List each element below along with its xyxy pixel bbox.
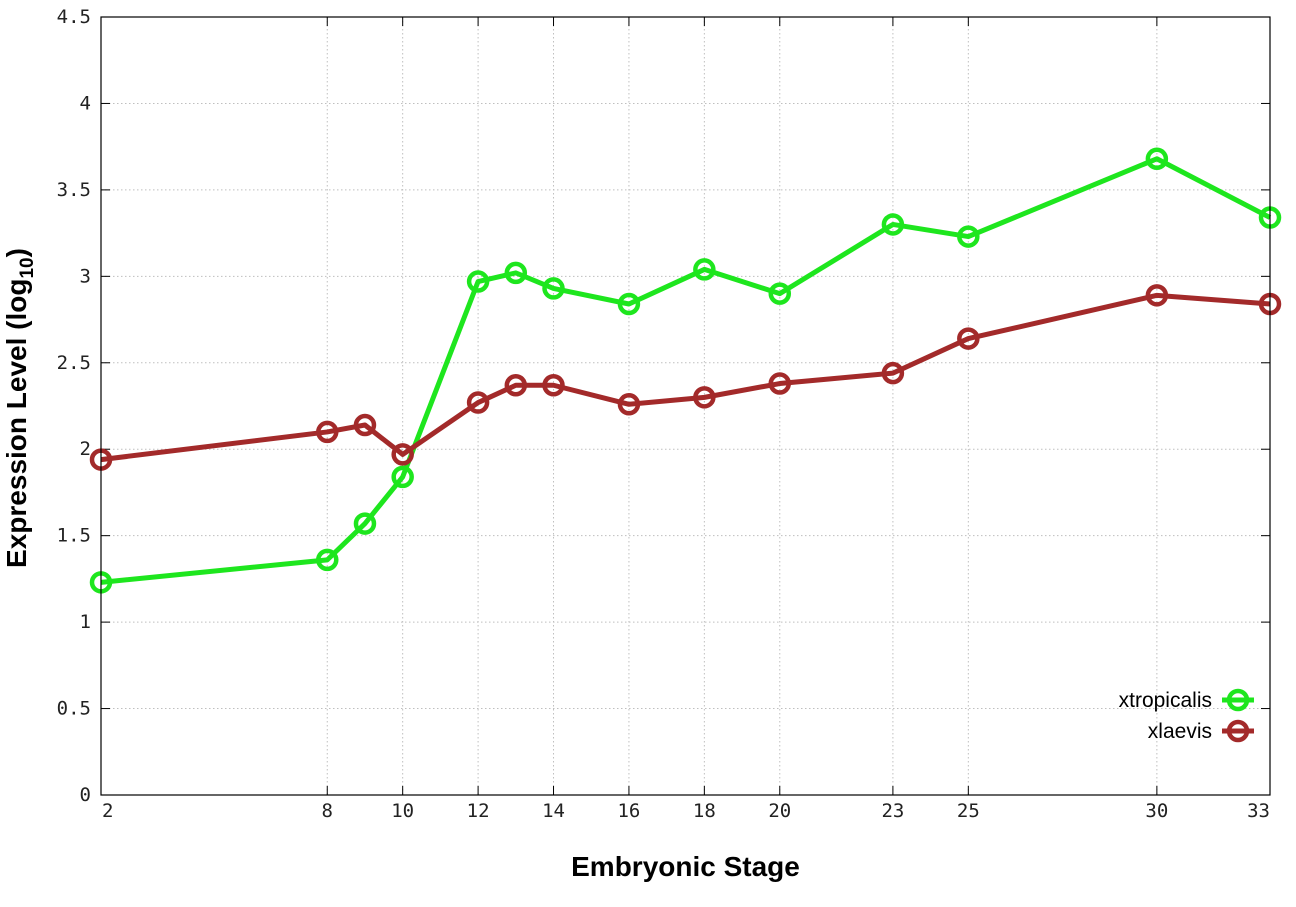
legend-marker-swatch xyxy=(1226,719,1250,743)
data-point-xtropicalis xyxy=(881,213,905,236)
legend-marker-swatch xyxy=(1226,688,1250,712)
data-point-xtropicalis xyxy=(504,261,528,285)
data-point-xtropicalis xyxy=(466,270,490,293)
y-tick-label: 2.5 xyxy=(57,352,91,374)
data-point-xlaevis xyxy=(617,393,641,416)
data-point-xlaevis xyxy=(391,443,414,466)
data-point-xtropicalis xyxy=(1145,147,1169,171)
data-point-xlaevis xyxy=(316,420,339,444)
series-xlaevis xyxy=(89,284,1282,471)
y-tick-label: 3.5 xyxy=(57,179,91,201)
x-axis-title: Embryonic Stage xyxy=(571,851,800,882)
legend-item-xlaevis: xlaevis xyxy=(1148,719,1254,743)
data-point-xtropicalis xyxy=(316,548,339,572)
plot-frame xyxy=(100,16,1271,796)
x-tick-label: 2 xyxy=(102,800,113,822)
y-tick-label: 1 xyxy=(80,611,91,633)
y-tick-label: 0.5 xyxy=(57,698,91,720)
data-point-xlaevis xyxy=(768,372,792,395)
x-tick-label: 8 xyxy=(322,800,333,822)
x-tick-label: 33 xyxy=(1247,800,1270,822)
data-point-xtropicalis xyxy=(693,258,716,281)
y-tick-label: 3 xyxy=(80,265,91,287)
x-tick-label: 12 xyxy=(467,800,490,822)
legend-label: xtropicalis xyxy=(1119,689,1212,712)
legend-item-xtropicalis: xtropicalis xyxy=(1119,688,1254,712)
y-axis-title: Expression Level (log10) xyxy=(1,248,38,568)
x-tick-label: 14 xyxy=(542,800,565,822)
data-point-xtropicalis xyxy=(617,292,641,316)
legend-label: xlaevis xyxy=(1148,720,1212,743)
y-tick-label: 4 xyxy=(80,92,91,114)
series-lines xyxy=(89,147,1282,594)
x-tick-label: 25 xyxy=(957,800,980,822)
series-xtropicalis xyxy=(89,147,1282,594)
y-axis-title-main: Expression Level (log xyxy=(1,279,32,568)
data-point-xlaevis xyxy=(353,413,377,437)
data-point-xlaevis xyxy=(542,374,565,397)
data-point-xtropicalis xyxy=(353,512,377,535)
data-point-xtropicalis xyxy=(768,282,792,305)
x-tick-label: 16 xyxy=(617,800,640,822)
x-tick-label: 18 xyxy=(693,800,716,822)
y-tick-label: 2 xyxy=(80,438,91,460)
data-point-xtropicalis xyxy=(391,465,414,489)
y-tick-label: 4.5 xyxy=(57,6,91,28)
series-line-xlaevis xyxy=(100,292,1271,463)
y-tick-label: 0 xyxy=(80,784,91,806)
data-point-xlaevis xyxy=(693,386,716,409)
y-axis-title-subscript: 10 xyxy=(17,257,38,278)
data-point-xlaevis xyxy=(957,327,980,350)
grid xyxy=(101,17,1270,795)
y-axis-title-close: ) xyxy=(1,248,32,257)
data-point-xlaevis xyxy=(1145,284,1169,307)
data-point-xlaevis xyxy=(881,361,905,385)
data-point-xlaevis xyxy=(466,391,490,414)
y-tick-label: 1.5 xyxy=(57,525,91,547)
x-tick-label: 20 xyxy=(768,800,791,822)
data-point-xlaevis xyxy=(504,374,528,397)
axis-ticks: 0 0.5 1 1.5 2 2.5 3 3.5 4 4.5 2 8 10 12 14 16 18 20 23 25 30… xyxy=(57,6,1271,822)
x-tick-label: 30 xyxy=(1145,800,1168,822)
data-point-xtropicalis xyxy=(957,225,980,248)
series-line-xtropicalis xyxy=(100,156,1272,585)
x-tick-label: 10 xyxy=(391,800,414,822)
x-tick-label: 23 xyxy=(881,800,904,822)
data-point-xtropicalis xyxy=(542,277,565,300)
legend: xtropicalis xlaevis xyxy=(1119,688,1254,743)
